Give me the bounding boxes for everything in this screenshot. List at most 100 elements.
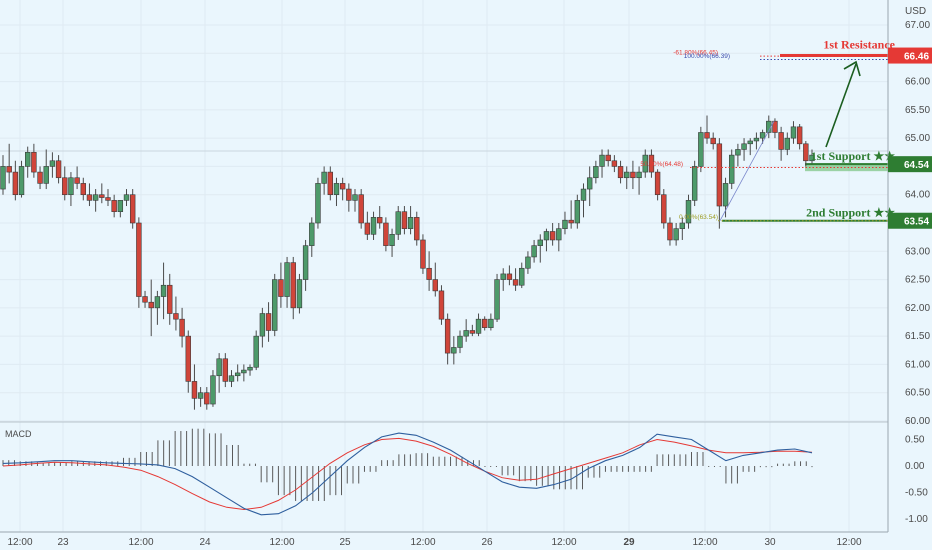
candle: [111, 194, 117, 218]
price-tick: 64.00: [905, 190, 930, 201]
candle: [611, 155, 618, 173]
candle-body: [37, 171, 43, 184]
candle: [586, 166, 593, 207]
candle: [778, 126, 784, 161]
candle-body: [99, 194, 105, 198]
candle: [481, 316, 488, 331]
candle: [358, 189, 364, 229]
candle-body: [290, 262, 296, 309]
candle-body: [438, 290, 445, 320]
candle: [710, 132, 716, 150]
candle-body: [222, 358, 229, 382]
candle-body: [296, 279, 303, 309]
candle-body: [420, 239, 426, 269]
price-tick: 63.00: [905, 246, 930, 257]
time-tick: 29: [623, 537, 635, 548]
candle-body: [790, 126, 797, 139]
candle-body: [414, 217, 420, 241]
candle-body: [803, 143, 809, 162]
candle-body: [741, 143, 747, 150]
candle-body: [667, 222, 673, 241]
candle: [185, 330, 191, 393]
candle-body: [123, 194, 130, 201]
candle: [129, 189, 136, 229]
candle: [364, 211, 371, 240]
candle: [537, 234, 543, 263]
time-tick: 12:00: [269, 537, 294, 548]
candle-body: [593, 166, 599, 179]
macd-tick: 0.00: [905, 461, 925, 472]
candle: [241, 364, 247, 382]
candle: [580, 183, 587, 218]
macd-tick: 0.50: [905, 435, 925, 446]
candle-body: [673, 228, 679, 241]
candle: [31, 143, 37, 178]
candle: [315, 177, 321, 229]
candle-body: [519, 267, 525, 286]
candle-body: [92, 194, 99, 201]
time-axis[interactable]: 12:00 23 12:00 24 12:00 25 12:00 26 12:00 29 12:00…: [7, 537, 861, 548]
candle: [284, 256, 290, 308]
candle: [210, 370, 216, 407]
candle-body: [352, 194, 358, 201]
price-tick: 67.00: [905, 20, 930, 31]
candle-body: [784, 137, 790, 150]
price-tick: 65.00: [905, 133, 930, 144]
macd-pane[interactable]: [2, 428, 813, 516]
candle: [302, 239, 309, 291]
candle: [407, 206, 414, 235]
candle-body: [321, 171, 327, 184]
macd-axis: 0.50 0.00 -0.50 -1.00: [905, 435, 928, 526]
candles[interactable]: [0, 115, 815, 410]
candle-body: [358, 194, 364, 224]
candle-body: [234, 372, 241, 377]
candle: [642, 149, 648, 178]
candle-body: [272, 279, 278, 331]
candle: [290, 256, 296, 320]
candle-body: [611, 160, 618, 167]
candle: [654, 169, 661, 201]
candle: [753, 132, 760, 150]
candle: [414, 211, 420, 246]
candle-body: [512, 279, 519, 286]
candle: [420, 234, 426, 274]
candle-body: [574, 200, 581, 224]
time-tick: 12:00: [836, 537, 861, 548]
price-tick: 60.00: [905, 416, 930, 427]
candle: [574, 194, 581, 229]
fib-label: 50.00%(64.48): [640, 161, 683, 168]
candle-body: [698, 132, 704, 167]
candle-body: [661, 194, 667, 224]
candle: [593, 160, 599, 184]
candle: [691, 160, 698, 207]
candle-body: [216, 358, 222, 377]
candle: [790, 121, 797, 144]
candle: [234, 364, 241, 382]
fibonacci-levels: -61.80%(66.45)100.00%(66.39) 50.00%(64.48…: [640, 50, 888, 222]
candle-body: [599, 154, 605, 167]
candle-body: [185, 335, 191, 382]
candle: [18, 160, 25, 198]
price-badge-label: 63.54: [904, 217, 929, 228]
candle-body: [685, 200, 692, 224]
candle: [488, 313, 494, 331]
candle-body: [167, 284, 173, 314]
candle-body: [451, 347, 457, 354]
price-badge: [888, 156, 932, 173]
candle: [55, 155, 62, 184]
candle: [673, 223, 679, 246]
candle: [333, 177, 340, 207]
candle: [92, 189, 99, 212]
macd-label: MACD: [5, 429, 32, 439]
candle: [741, 138, 747, 161]
candle: [525, 251, 531, 274]
price-tick: 61.50: [905, 331, 930, 342]
candle-body: [759, 132, 766, 139]
candle: [568, 200, 574, 229]
candle: [716, 138, 723, 229]
candle: [543, 228, 550, 252]
fib-connector: [719, 120, 775, 221]
candle-body: [772, 120, 778, 133]
candle-body: [691, 166, 698, 201]
